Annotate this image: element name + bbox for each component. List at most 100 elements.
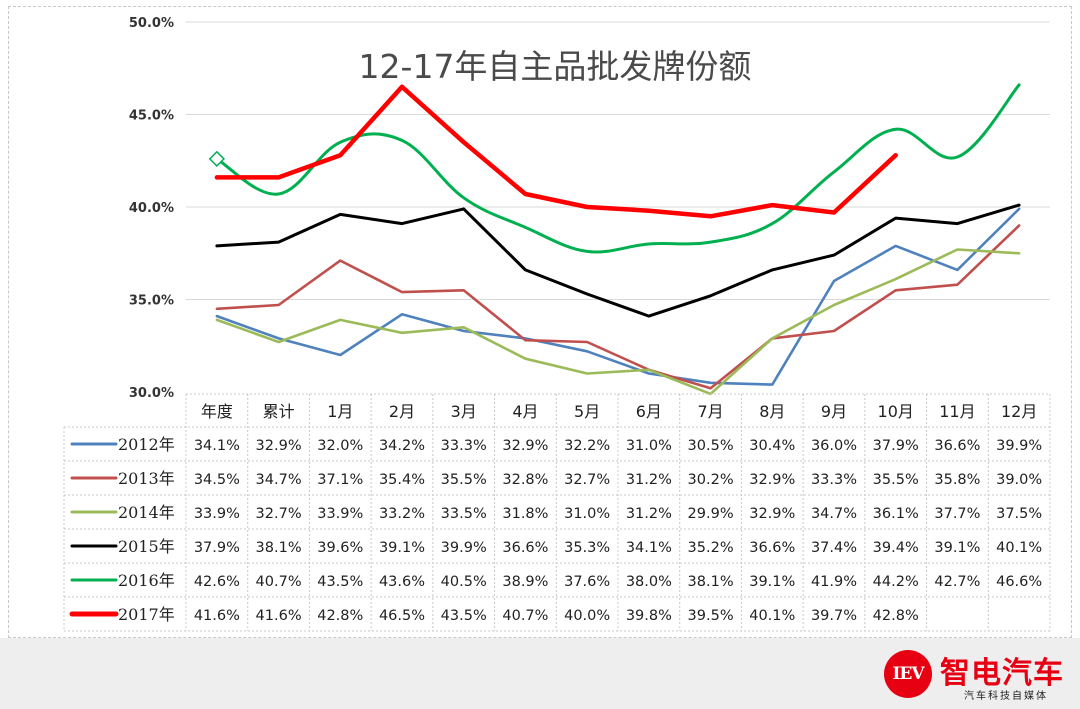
data-label: 39.1% [749, 574, 795, 590]
data-label: 33.3% [441, 438, 487, 454]
data-label: 32.9% [749, 506, 795, 522]
x-tick-label: 4月 [512, 402, 538, 421]
data-label: 32.9% [256, 438, 302, 454]
data-label: 42.8% [317, 608, 363, 624]
data-label: 34.5% [194, 472, 240, 488]
brand-name: 智电汽车 [940, 656, 1064, 691]
data-label: 39.4% [873, 540, 919, 556]
data-label: 39.9% [441, 540, 487, 556]
data-label: 41.9% [811, 574, 857, 590]
x-tick-label: 12月 [1001, 402, 1037, 421]
y-tick-label: 30.0% [129, 386, 174, 401]
data-label: 32.2% [564, 438, 610, 454]
line-chart: 30.0% 35.0% 40.0% 45.0% 50.0% 12-17年自主品批发牌份额… [63, 16, 1051, 632]
y-tick-label: 40.0% [129, 201, 174, 216]
data-label: 35.5% [441, 472, 487, 488]
y-axis-ticks: 30.0% 35.0% 40.0% 45.0% 50.0% [129, 16, 174, 401]
data-label: 40.1% [996, 540, 1042, 556]
data-label: 31.2% [626, 472, 672, 488]
data-label: 30.4% [749, 438, 795, 454]
data-label: 30.2% [688, 472, 734, 488]
data-label: 39.5% [688, 608, 734, 624]
data-label: 35.4% [379, 472, 425, 488]
y-tick-label: 45.0% [129, 109, 174, 124]
y-tick-label: 35.0% [129, 294, 174, 309]
data-label: 46.6% [996, 574, 1042, 590]
x-tick-label: 8月 [759, 402, 785, 421]
data-label: 42.7% [934, 574, 980, 590]
x-tick-label: 11月 [939, 402, 975, 421]
legend-label: 2014年 [118, 503, 175, 522]
legend-label: 2013年 [118, 469, 175, 488]
data-label: 33.9% [317, 506, 363, 522]
data-label: 39.1% [934, 540, 980, 556]
chart-title: 12-17年自主品批发牌份额 [359, 47, 752, 86]
data-label: 35.3% [564, 540, 610, 556]
y-tick-label: 50.0% [129, 16, 174, 31]
data-label: 32.9% [502, 438, 548, 454]
data-label: 36.1% [873, 506, 919, 522]
data-label: 31.0% [626, 438, 672, 454]
x-tick-label: 5月 [574, 402, 600, 421]
data-label: 38.1% [688, 574, 734, 590]
data-label: 37.9% [194, 540, 240, 556]
data-label: 37.4% [811, 540, 857, 556]
data-label: 31.0% [564, 506, 610, 522]
series-line-5 [214, 84, 898, 219]
data-label: 34.7% [256, 472, 302, 488]
series-line-0 [215, 207, 1021, 386]
data-label: 35.8% [934, 472, 980, 488]
data-label: 37.9% [873, 438, 919, 454]
data-label: 39.1% [379, 540, 425, 556]
series-lines [208, 83, 1021, 396]
data-label: 40.1% [749, 608, 795, 624]
x-tick-label: 3月 [451, 402, 477, 421]
brand-logo: IEV [884, 650, 932, 698]
data-label: 32.8% [502, 472, 548, 488]
data-label: 36.6% [749, 540, 795, 556]
data-label: 33.5% [441, 506, 487, 522]
data-table: 年度 累计 1月 2月 3月 4月 5月 6月 7月 8月 9月 10月 11月 12月 2012年 34.1… [63, 393, 1051, 632]
data-label: 36.0% [811, 438, 857, 454]
data-label: 34.1% [194, 438, 240, 454]
data-label: 44.2% [873, 574, 919, 590]
data-label: 37.6% [564, 574, 610, 590]
data-label: 40.7% [256, 574, 302, 590]
data-label: 33.9% [194, 506, 240, 522]
data-label: 30.5% [688, 438, 734, 454]
data-label: 43.5% [441, 608, 487, 624]
data-label: 36.6% [502, 540, 548, 556]
data-label: 42.8% [873, 608, 919, 624]
data-label: 37.5% [996, 506, 1042, 522]
data-label: 35.2% [688, 540, 734, 556]
data-label: 41.6% [256, 608, 302, 624]
data-label: 39.6% [317, 540, 363, 556]
x-tick-label: 7月 [697, 402, 723, 421]
data-label: 32.0% [317, 438, 363, 454]
data-label: 40.7% [502, 608, 548, 624]
data-label: 32.7% [564, 472, 610, 488]
x-tick-label: 年度 [201, 402, 233, 421]
x-tick-label: 9月 [821, 402, 847, 421]
x-tick-label: 1月 [327, 402, 353, 421]
data-label: 32.9% [749, 472, 795, 488]
brand-slogan: 汽车科技自媒体 [964, 691, 1048, 702]
data-label: 41.6% [194, 608, 240, 624]
series-line-3 [215, 203, 1021, 318]
data-label: 33.3% [811, 472, 857, 488]
data-label: 43.6% [379, 574, 425, 590]
x-tick-label: 10月 [878, 402, 914, 421]
series-marker [208, 150, 225, 168]
legend-label: 2017年 [118, 605, 175, 624]
series-line-2 [215, 248, 1021, 396]
data-label: 39.0% [996, 472, 1042, 488]
data-label: 39.7% [811, 608, 857, 624]
data-label: 29.9% [688, 506, 734, 522]
data-label: 40.5% [441, 574, 487, 590]
data-label: 36.6% [934, 438, 980, 454]
data-label: 35.5% [873, 472, 919, 488]
data-label: 40.0% [564, 608, 610, 624]
data-label: 39.8% [626, 608, 672, 624]
gridlines [186, 21, 1050, 300]
series-line-1 [215, 224, 1021, 390]
